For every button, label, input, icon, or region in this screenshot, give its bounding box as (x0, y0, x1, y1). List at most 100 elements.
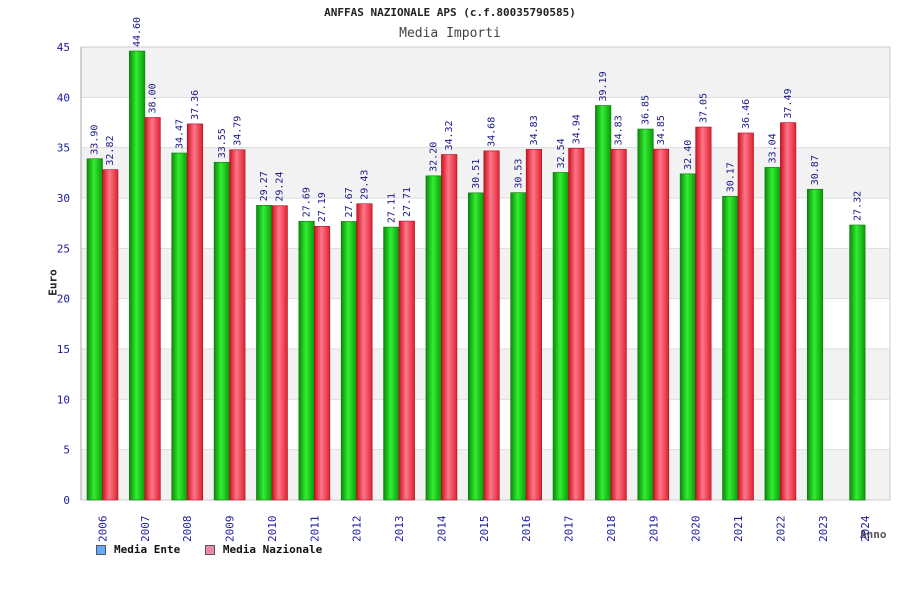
data-label: 34.68 (487, 117, 498, 147)
data-label: 29.43 (359, 170, 370, 200)
x-tick-label: 2024 (859, 515, 872, 542)
bar-media-nazionale (737, 132, 754, 501)
bar-media-ente (595, 105, 612, 501)
data-label: 36.85 (641, 95, 652, 125)
x-axis-label: Anno (860, 528, 887, 541)
bar-media-nazionale (695, 126, 712, 501)
data-label: 27.69 (302, 187, 313, 217)
bar-media-ente (679, 173, 696, 501)
data-label: 29.24 (275, 172, 286, 202)
data-label: 30.53 (513, 159, 524, 189)
x-tick-label: 2015 (478, 516, 491, 543)
x-tick-label: 2009 (224, 516, 237, 543)
grid-band (81, 47, 890, 98)
data-label: 27.32 (852, 191, 863, 221)
data-label: 34.47 (174, 119, 185, 149)
data-label: 32.40 (683, 140, 694, 170)
bar-media-nazionale (780, 122, 797, 501)
bar-media-nazionale (229, 149, 246, 501)
bar-media-nazionale (652, 148, 670, 501)
chart-title: ANFFAS NAZIONALE APS (c.f.80035790585) (324, 6, 576, 19)
data-label: 33.04 (768, 133, 779, 163)
data-label: 44.60 (132, 17, 143, 47)
data-label: 34.83 (614, 115, 625, 145)
data-label: 27.11 (386, 193, 397, 223)
data-label: 30.51 (471, 159, 482, 189)
bar-media-ente (256, 205, 273, 501)
chart-subtitle: Media Importi (399, 26, 501, 41)
data-label: 34.94 (571, 114, 582, 144)
data-label: 27.19 (317, 192, 328, 222)
x-tick-label: 2011 (308, 516, 321, 543)
bar-media-nazionale (483, 150, 500, 501)
data-label: 34.83 (529, 115, 540, 145)
bar-media-nazionale (144, 117, 161, 501)
bar-media-ente (340, 221, 358, 501)
data-label: 33.90 (90, 125, 101, 155)
x-tick-label: 2014 (435, 515, 448, 542)
data-label: 39.19 (598, 71, 609, 101)
y-tick-label: 5 (63, 444, 70, 457)
bar-media-ente (637, 128, 654, 501)
y-tick-label: 20 (57, 293, 70, 306)
y-tick-label: 10 (57, 393, 70, 406)
x-tick-label: 2010 (266, 516, 279, 543)
data-label: 27.67 (344, 187, 355, 217)
bar-media-nazionale (314, 225, 331, 501)
bar-media-nazionale (356, 203, 373, 501)
bar-media-ente (171, 152, 188, 501)
data-label: 30.17 (725, 162, 736, 192)
data-label: 37.49 (783, 88, 794, 118)
data-label: 34.85 (656, 115, 667, 145)
x-tick-label: 2016 (520, 516, 533, 543)
bar-media-ente (86, 158, 103, 501)
bar-media-ente (425, 175, 442, 501)
bar-media-ente (383, 226, 400, 501)
legend-item-nazionale: Media Nazionale (204, 543, 323, 556)
bar-media-ente (806, 188, 824, 501)
legend-item-ente: Media Ente (96, 543, 180, 556)
data-label: 38.00 (148, 83, 159, 113)
y-tick-label: 30 (57, 192, 70, 205)
data-label: 36.46 (741, 99, 752, 129)
bar-media-ente (552, 172, 569, 501)
y-tick-label: 15 (57, 343, 70, 356)
bar-media-ente (213, 161, 230, 501)
data-label: 34.32 (444, 120, 455, 150)
bar-media-nazionale (102, 169, 119, 501)
legend-swatch-ente (96, 544, 106, 555)
x-tick-label: 2019 (647, 516, 660, 543)
bar-media-ente (510, 192, 527, 501)
y-tick-label: 45 (57, 41, 70, 54)
x-tick-label: 2020 (690, 516, 703, 543)
x-tick-label: 2008 (181, 516, 194, 543)
x-tick-label: 2018 (605, 516, 618, 543)
legend: Media Ente Media Nazionale (96, 543, 340, 558)
bar-media-nazionale (610, 149, 627, 501)
legend-label-ente: Media Ente (114, 543, 181, 556)
bar-media-ente (468, 192, 485, 501)
bar-media-nazionale (398, 220, 415, 501)
data-label: 34.79 (232, 116, 243, 146)
data-label: 30.87 (810, 155, 821, 185)
y-tick-label: 0 (63, 494, 70, 507)
x-tick-label: 2013 (393, 516, 406, 543)
y-tick-label: 35 (57, 142, 70, 155)
x-tick-label: 2022 (774, 516, 787, 543)
data-label: 37.36 (190, 90, 201, 120)
data-label: 27.71 (402, 187, 413, 217)
legend-swatch-nazionale (204, 544, 215, 555)
data-label: 32.20 (429, 142, 440, 172)
bar-media-nazionale (525, 149, 542, 501)
data-label: 32.54 (556, 138, 567, 168)
legend-label-nazionale: Media Nazionale (222, 543, 323, 556)
x-tick-label: 2007 (139, 516, 152, 543)
bar-media-nazionale (186, 123, 204, 501)
y-tick-label: 25 (57, 242, 70, 255)
bar-media-ente (129, 50, 146, 501)
bar-media-ente (849, 224, 866, 501)
data-label: 33.55 (217, 128, 228, 158)
x-tick-label: 2023 (817, 516, 830, 543)
data-label: 29.27 (259, 171, 270, 201)
